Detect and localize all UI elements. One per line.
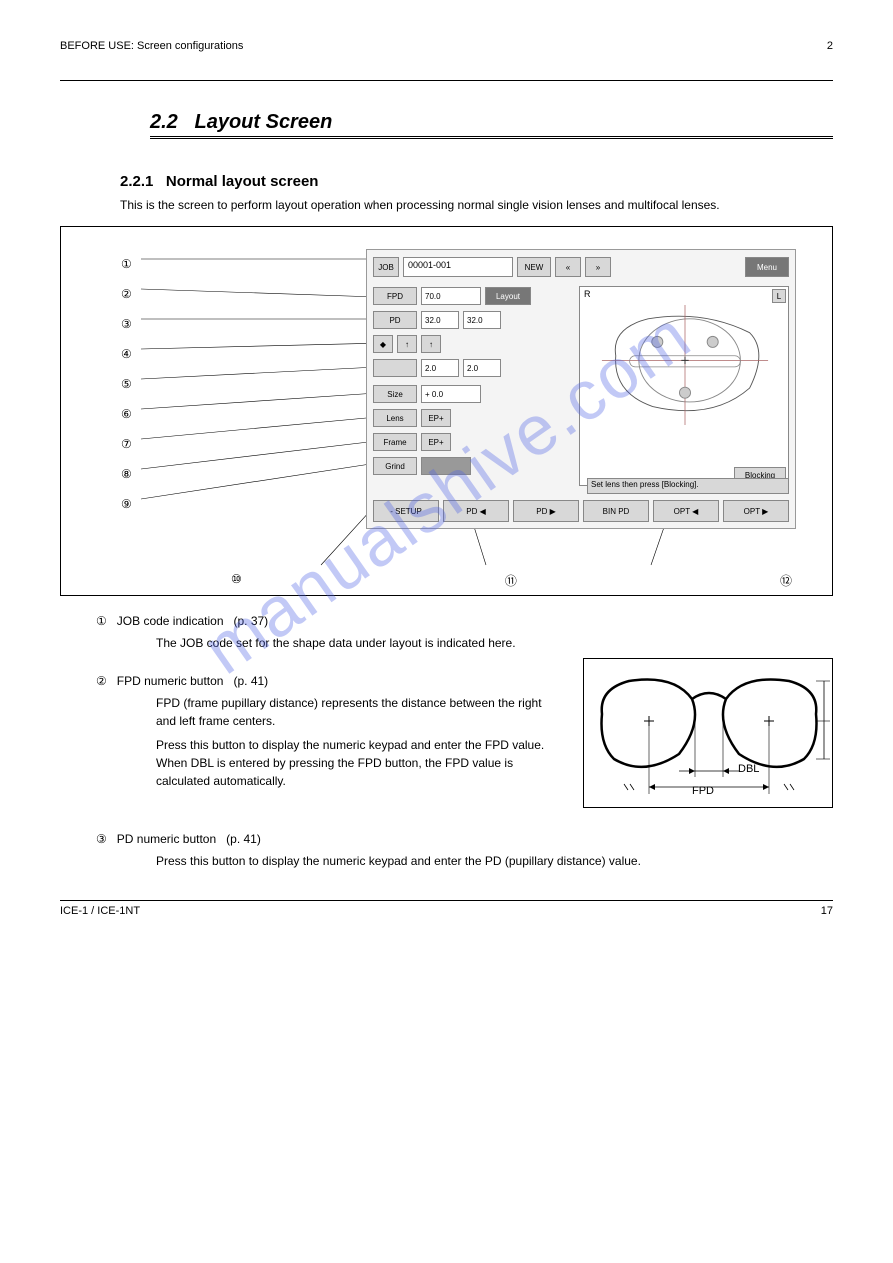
item-2: ② FPD numeric button (p. 41) bbox=[96, 674, 571, 688]
item-2-desc2: Press this button to display the numeric… bbox=[156, 736, 553, 790]
item-1: ① JOB code indication (p. 37) bbox=[96, 614, 833, 628]
item-3-label: PD numeric button bbox=[117, 832, 216, 846]
layout-button[interactable]: Layout bbox=[485, 287, 531, 305]
header-rule bbox=[60, 80, 833, 81]
fpd-value: 70.0 bbox=[421, 287, 481, 305]
r-indicator: R bbox=[584, 289, 591, 299]
pd-right-button[interactable]: PD ▶ bbox=[513, 500, 579, 522]
subsection-title: 2.2.1 Normal layout screen bbox=[120, 173, 833, 190]
prev-button[interactable]: « bbox=[555, 257, 581, 277]
size-button[interactable]: Size bbox=[373, 385, 417, 403]
lens-button[interactable]: Lens bbox=[373, 409, 417, 427]
setup-button[interactable]: - SETUP bbox=[373, 500, 439, 522]
footer-right: 17 bbox=[821, 905, 833, 917]
item-1-num: ① bbox=[96, 614, 107, 628]
pd-button[interactable]: PD bbox=[373, 311, 417, 329]
layout-diagram: ① ② ③ ④ ⑤ ⑥ ⑦ ⑧ ⑨ bbox=[60, 226, 833, 596]
opt-right-button[interactable]: OPT ▶ bbox=[723, 500, 789, 522]
grind-value[interactable] bbox=[421, 457, 471, 475]
opt-button[interactable] bbox=[373, 359, 417, 377]
menu-button[interactable]: Menu bbox=[745, 257, 789, 277]
intro-text: This is the screen to perform layout ope… bbox=[120, 196, 833, 214]
frame-button[interactable]: Frame bbox=[373, 433, 417, 451]
job-value: 00001-001 bbox=[403, 257, 513, 277]
message-bar: Set lens then press [Blocking]. bbox=[587, 478, 789, 494]
bottom-toolbar: - SETUP PD ◀ PD ▶ BIN PD OPT ◀ OPT ▶ bbox=[373, 500, 789, 522]
page-header: BEFORE USE: Screen configurations 2 bbox=[60, 40, 833, 52]
header-left: BEFORE USE: Screen configurations bbox=[60, 40, 243, 52]
item-3-desc: Press this button to display the numeric… bbox=[156, 852, 833, 870]
pd-r: 32.0 bbox=[421, 311, 459, 329]
item-2-desc1: FPD (frame pupillary distance) represent… bbox=[156, 694, 553, 730]
pd-left-button[interactable]: PD ◀ bbox=[443, 500, 509, 522]
leader-numbers-bottom: ⑩ ⑪ ⑫ bbox=[231, 572, 792, 589]
item-3-num: ③ bbox=[96, 832, 107, 846]
item-1-label: JOB code indication bbox=[117, 614, 224, 628]
item-2-label: FPD numeric button bbox=[117, 674, 224, 688]
item-1-page: (p. 37) bbox=[234, 614, 269, 628]
section-rule bbox=[150, 136, 833, 139]
fpd-button[interactable]: FPD bbox=[373, 287, 417, 305]
opt-left-button[interactable]: OPT ◀ bbox=[653, 500, 719, 522]
l-button[interactable]: L bbox=[772, 289, 786, 303]
fpd-diagram: FPD DBL bbox=[583, 658, 833, 808]
opt-l: 2.0 bbox=[463, 359, 501, 377]
header-right: 2 bbox=[827, 40, 833, 52]
item-2-page: (p. 41) bbox=[233, 674, 268, 688]
page-footer: ICE-1 / ICE-1NT 17 bbox=[60, 900, 833, 917]
section-title: 2.2 Layout Screen bbox=[150, 111, 833, 134]
job-label: JOB bbox=[373, 257, 399, 277]
grind-button[interactable]: Grind bbox=[373, 457, 417, 475]
item-3: ③ PD numeric button (p. 41) bbox=[96, 832, 833, 846]
eyepos-up2[interactable]: ↑ bbox=[421, 335, 441, 353]
item-2-num: ② bbox=[96, 674, 107, 688]
ep-l[interactable]: EP+ bbox=[421, 433, 451, 451]
pd-l: 32.0 bbox=[463, 311, 501, 329]
footer-left: ICE-1 / ICE-1NT bbox=[60, 905, 140, 917]
fpd-label: FPD bbox=[692, 785, 714, 797]
item-3-page: (p. 41) bbox=[226, 832, 261, 846]
new-button[interactable]: NEW bbox=[517, 257, 551, 277]
size-value: + 0.0 bbox=[421, 385, 481, 403]
ep-r[interactable]: EP+ bbox=[421, 409, 451, 427]
item-1-desc: The JOB code set for the shape data unde… bbox=[156, 634, 833, 652]
binpd-button[interactable]: BIN PD bbox=[583, 500, 649, 522]
next-button[interactable]: » bbox=[585, 257, 611, 277]
lens-preview: R L Blocking bbox=[579, 286, 789, 486]
opt-r: 2.0 bbox=[421, 359, 459, 377]
eyepos-up1[interactable]: ↑ bbox=[397, 335, 417, 353]
dbl-label: DBL bbox=[738, 763, 759, 775]
ui-screenshot: JOB 00001-001 NEW « » Menu FPD 70.0 Layo… bbox=[366, 249, 796, 529]
eyepos-toggle[interactable]: ◆ bbox=[373, 335, 393, 353]
input-panel: FPD 70.0 Layout PD 32.0 32.0 ◆ ↑ ↑ 2.0 bbox=[373, 286, 573, 480]
leader-numbers-left: ① ② ③ ④ ⑤ ⑥ ⑦ ⑧ ⑨ bbox=[121, 249, 132, 519]
